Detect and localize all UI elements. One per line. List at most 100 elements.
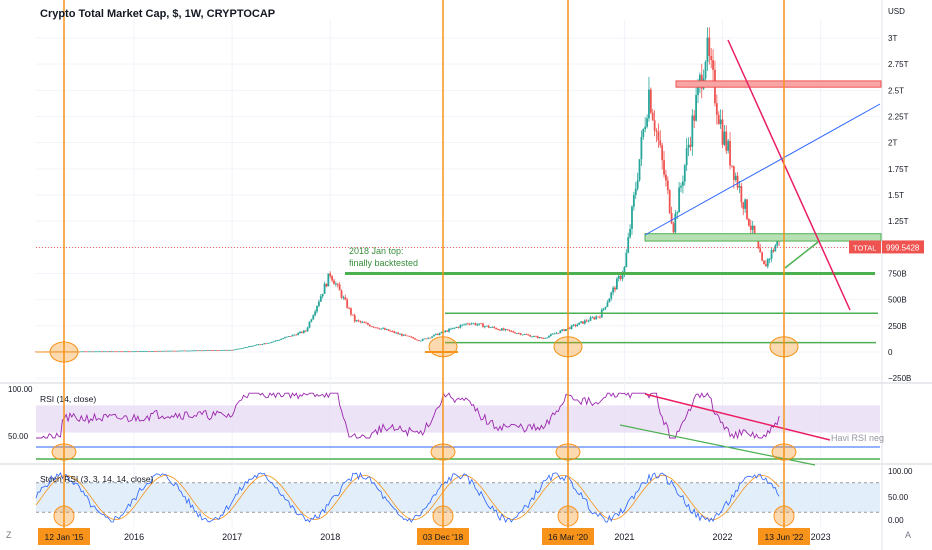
candle-body bbox=[246, 347, 249, 348]
candle-body bbox=[195, 350, 198, 352]
candle-body bbox=[770, 250, 773, 259]
candle-body bbox=[272, 341, 275, 343]
x-tick-label: 2018 bbox=[320, 532, 340, 542]
candle-body bbox=[534, 336, 537, 337]
candle-body bbox=[397, 332, 400, 335]
candle-body bbox=[427, 337, 430, 339]
candle-body bbox=[318, 301, 320, 306]
candle-body bbox=[525, 334, 528, 335]
candle-body bbox=[312, 315, 315, 320]
candle-body bbox=[772, 250, 775, 252]
y-tick-label: 750B bbox=[888, 270, 907, 279]
candle-body bbox=[101, 351, 103, 353]
candle-body bbox=[416, 339, 418, 341]
candle-body bbox=[431, 336, 433, 338]
candle-body bbox=[576, 324, 579, 327]
candle-body bbox=[706, 37, 709, 62]
highlight-circle bbox=[557, 505, 579, 527]
candle-body bbox=[583, 320, 586, 324]
candle-body bbox=[267, 342, 269, 344]
candle-body bbox=[380, 328, 383, 330]
chart-title: Crypto Total Market Cap, $, 1W, CRYPTOCA… bbox=[40, 8, 276, 20]
candle-body bbox=[491, 326, 494, 328]
rsi-trend-support bbox=[619, 424, 816, 466]
candle-body bbox=[436, 333, 439, 336]
candle-body bbox=[125, 351, 128, 353]
candle-body bbox=[757, 241, 760, 249]
candle-body bbox=[242, 347, 245, 349]
candle-body bbox=[774, 245, 777, 252]
candle-body bbox=[297, 333, 300, 336]
candle-body bbox=[140, 351, 143, 352]
candle-body bbox=[632, 195, 635, 207]
candle-body bbox=[659, 140, 662, 146]
candle-body bbox=[353, 315, 356, 322]
candle-body bbox=[629, 228, 631, 238]
candle-body bbox=[521, 334, 524, 336]
candle-body bbox=[536, 336, 539, 339]
y-tick-label: 2T bbox=[888, 139, 897, 148]
candle-body bbox=[497, 329, 499, 331]
date-marker-label: 12 Jan '15 bbox=[45, 532, 84, 542]
candle-body bbox=[163, 350, 166, 352]
candle-body bbox=[327, 273, 330, 287]
candle-body bbox=[104, 351, 107, 353]
candle-body bbox=[646, 118, 648, 127]
candle-body bbox=[148, 351, 151, 352]
candle-body bbox=[231, 349, 234, 351]
candle-body bbox=[604, 306, 607, 309]
candle-body bbox=[236, 348, 239, 350]
candle-body bbox=[410, 336, 413, 338]
candle-body bbox=[710, 56, 713, 61]
candle-body bbox=[653, 120, 656, 131]
candle-body bbox=[384, 328, 386, 330]
candle-body bbox=[123, 351, 126, 353]
candle-body bbox=[642, 129, 645, 137]
candle-body bbox=[119, 351, 122, 353]
candle-body bbox=[580, 321, 582, 323]
highlight-circle bbox=[432, 505, 454, 527]
candle-body bbox=[355, 320, 358, 322]
candle-body bbox=[425, 338, 428, 340]
candle-body bbox=[546, 337, 549, 339]
candle-body bbox=[680, 185, 682, 188]
candle-body bbox=[323, 283, 326, 294]
candle-body bbox=[631, 206, 633, 229]
candle-body bbox=[295, 334, 298, 336]
candle-body bbox=[346, 299, 349, 308]
rsi-tick: 50.00 bbox=[8, 432, 29, 441]
candle-body bbox=[325, 283, 328, 287]
candle-body bbox=[636, 180, 639, 189]
candle-body bbox=[651, 112, 654, 121]
candle-body bbox=[593, 317, 596, 320]
candle-body bbox=[597, 316, 599, 318]
candle-body bbox=[216, 350, 218, 351]
candle-body bbox=[493, 326, 496, 328]
candle-body bbox=[446, 330, 449, 332]
last-value-box bbox=[882, 240, 924, 254]
candle-body bbox=[84, 351, 86, 353]
candle-body bbox=[689, 144, 692, 147]
candle-body bbox=[553, 333, 556, 335]
date-marker-label: 13 Jun '22 bbox=[765, 532, 804, 542]
candle-body bbox=[169, 350, 171, 352]
y-tick-label: 2.5T bbox=[888, 86, 904, 95]
candle-body bbox=[582, 321, 584, 324]
candle-body bbox=[574, 324, 577, 327]
y-tick-label: 2.25T bbox=[888, 113, 909, 122]
candle-body bbox=[729, 141, 731, 166]
candle-body bbox=[408, 335, 411, 337]
candle-body bbox=[768, 258, 771, 260]
candle-body bbox=[476, 324, 479, 326]
candle-body bbox=[310, 319, 313, 322]
candle-body bbox=[210, 350, 213, 351]
highlight-circle bbox=[769, 336, 799, 358]
candle-body bbox=[423, 338, 426, 340]
candle-body bbox=[389, 330, 392, 332]
stoch-k-line bbox=[35, 471, 780, 523]
candle-body bbox=[199, 350, 201, 352]
candle-body bbox=[395, 332, 398, 334]
candle-body bbox=[108, 351, 111, 353]
candle-body bbox=[114, 351, 117, 353]
